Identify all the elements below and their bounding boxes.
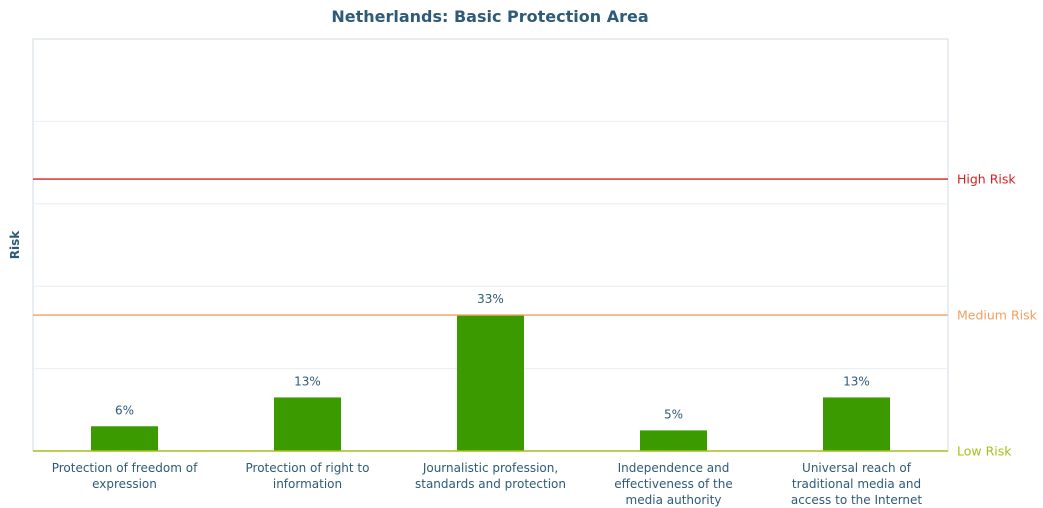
- reference-line-label: Low Risk: [957, 444, 1012, 459]
- data-label: 6%: [115, 403, 134, 417]
- x-tick-label: media authority: [626, 493, 722, 507]
- x-tick-label: access to the Internet: [791, 493, 923, 507]
- x-tick-labels: Protection of freedom of expression Protec…: [52, 461, 923, 507]
- x-tick-label: standards and protection: [415, 477, 566, 491]
- x-tick-label: Protection of freedom of: [52, 461, 198, 475]
- bar: [640, 430, 707, 451]
- x-tick-label: Universal reach of: [802, 461, 912, 475]
- bar: [274, 397, 341, 451]
- reference-lines: High Risk Medium Risk Low Risk: [33, 172, 1038, 459]
- y-axis-label: Risk: [8, 230, 22, 259]
- x-tick-label: Journalistic profession,: [422, 461, 558, 475]
- x-tick-label: information: [273, 477, 342, 491]
- x-tick-label: Independence and: [618, 461, 730, 475]
- x-tick-label: traditional media and: [792, 477, 921, 491]
- bar: [823, 397, 890, 451]
- x-tick-label: effectiveness of the: [614, 477, 733, 491]
- data-label: 13%: [294, 374, 321, 388]
- data-label: 5%: [664, 407, 683, 421]
- x-tick-label: Protection of right to: [246, 461, 370, 475]
- reference-line-label: High Risk: [957, 172, 1016, 187]
- x-tick-label: expression: [92, 477, 157, 491]
- chart-title: Netherlands: Basic Protection Area: [331, 7, 648, 26]
- bar: [457, 315, 524, 451]
- data-labels: 6% 13% 33% 5% 13%: [115, 292, 870, 421]
- bars: [91, 315, 890, 451]
- data-label: 13%: [843, 374, 870, 388]
- bar: [91, 426, 158, 451]
- data-label: 33%: [477, 292, 504, 306]
- reference-line-label: Medium Risk: [957, 308, 1038, 323]
